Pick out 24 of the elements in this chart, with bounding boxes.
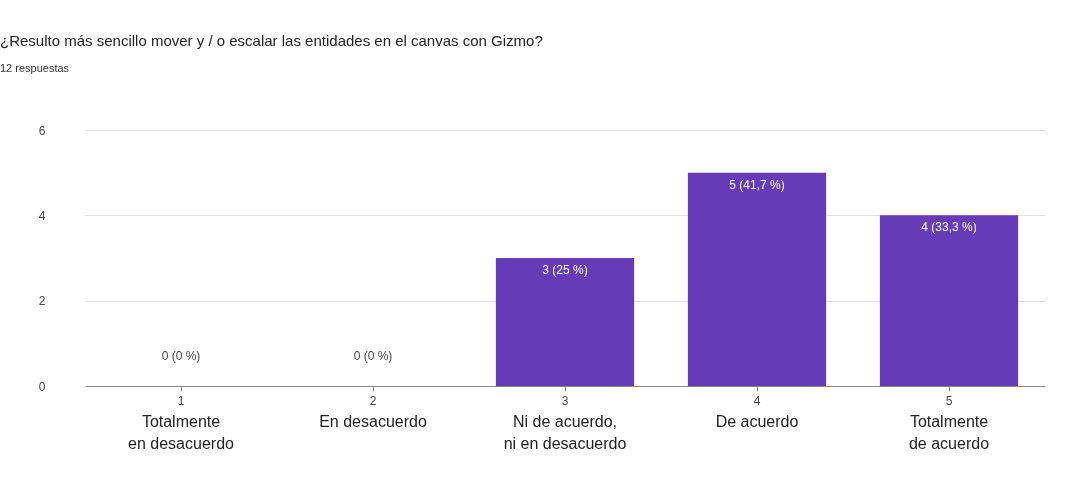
chart-subtitle: 12 respuestas: [0, 62, 70, 74]
bar: [879, 215, 1019, 386]
data-label: 3 (25 %): [542, 263, 588, 277]
text: Totalmente de acuerdo: [908, 413, 990, 452]
y-tick-label: 6: [38, 123, 46, 138]
data-label: 4 (33,3 %): [921, 220, 977, 235]
text: Ni de acuerdo, ni en desacuerdo: [503, 413, 627, 452]
chart-title: ¿Resulto más sencillo mover y / o escalar las entidades en el canvas con Gizmo?: [0, 32, 543, 49]
bar: [687, 172, 827, 386]
y-tick-label: 4: [38, 208, 46, 223]
y-tick-label: 0: [38, 379, 46, 394]
x-tick-label: 1: [177, 393, 185, 408]
text: En desacuerdo: [319, 413, 427, 430]
y-tick-label: 2: [38, 294, 46, 309]
x-tick-label: 3: [561, 393, 569, 408]
text: Totalmente en desacuerdo: [128, 413, 235, 452]
data-label: 0 (0 %): [353, 349, 393, 363]
text: De acuerdo: [715, 413, 799, 430]
bar: [495, 258, 635, 386]
data-label: 5 (41,7 %): [729, 177, 785, 192]
x-tick-label: 2: [369, 393, 377, 408]
data-label: 0 (0 %): [161, 349, 201, 363]
x-tick-label: 5: [945, 393, 953, 408]
x-tick-label: 4: [753, 393, 761, 408]
